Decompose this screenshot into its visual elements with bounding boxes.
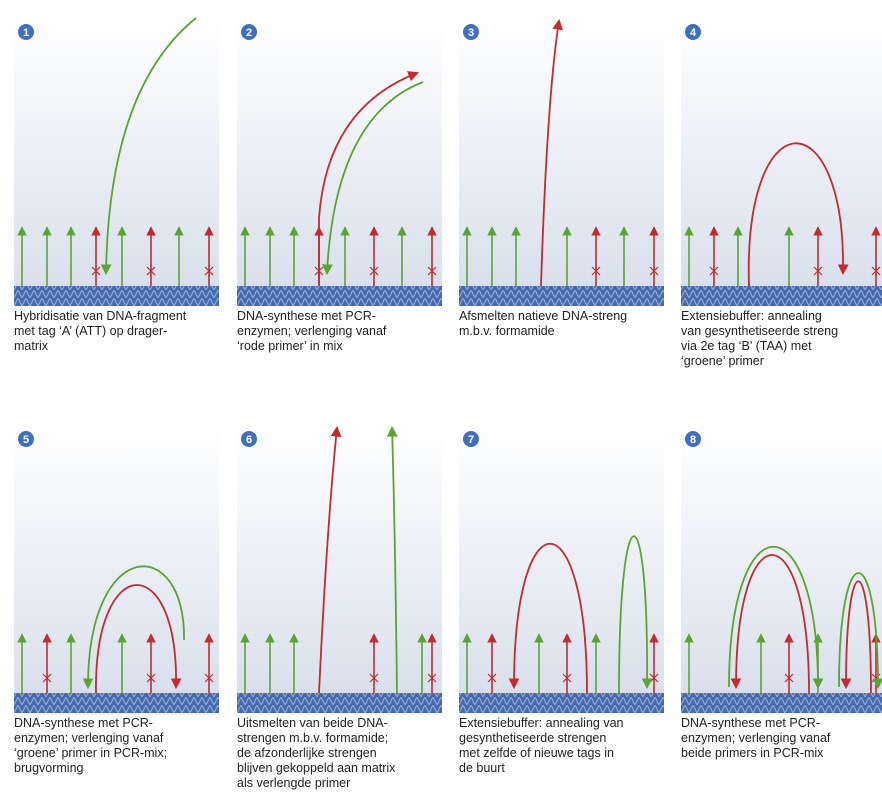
panel-background: [681, 18, 882, 286]
matrix: [681, 693, 882, 713]
panel: 5 DNA-synthese met PCR-enzymen; verlengin…: [14, 425, 219, 775]
step-number: 6: [246, 434, 252, 446]
matrix: [459, 693, 664, 713]
panel: 7 Extensiebuffer: annealing vangesyntheti…: [459, 425, 664, 775]
step-number: 7: [468, 434, 474, 446]
step-number: 2: [246, 27, 252, 39]
panel-background: [237, 425, 442, 693]
caption-line: met zelfde of nieuwe tags in: [459, 746, 614, 760]
caption-line: DNA-synthese met PCR-: [14, 716, 153, 730]
panel-background: [14, 18, 219, 286]
caption-line: DNA-synthese met PCR-: [237, 309, 376, 323]
matrix: [237, 286, 442, 306]
caption-line: beide primers in PCR-mix: [681, 746, 824, 760]
matrix: [459, 286, 664, 306]
panel-background: [459, 18, 664, 286]
matrix: [681, 286, 882, 306]
caption-line: m.b.v. formamide: [459, 324, 555, 338]
caption-line: ‘groene’ primer in PCR-mix;: [14, 746, 167, 760]
panel-background: [14, 425, 219, 693]
caption-line: Uitsmelten van beide DNA-: [237, 716, 388, 730]
caption-line: Afsmelten natieve DNA-streng: [459, 309, 627, 323]
caption-line: enzymen; verlenging vanaf: [14, 731, 164, 745]
caption-line: van gesynthetiseerde streng: [681, 324, 838, 338]
step-number: 3: [468, 27, 474, 39]
caption-line: ‘rode primer’ in mix: [237, 339, 343, 353]
panel: 8 DNA-synthese met PCR-enzymen; verlengin…: [681, 425, 882, 760]
caption-line: strengen m.b.v. formamide;: [237, 731, 388, 745]
diagram: 1 Hybridisatie van DNA-fragmentmet tag ‘A…: [0, 0, 882, 807]
caption-line: ‘groene’ primer: [681, 354, 764, 368]
caption-line: enzymen; verlenging vanaf: [681, 731, 831, 745]
caption-line: Extensiebuffer: annealing: [681, 309, 822, 323]
caption-line: via 2e tag ‘B’ (TAA) met: [681, 339, 812, 353]
caption-line: matrix: [14, 339, 49, 353]
caption-line: als verlengde primer: [237, 776, 350, 790]
caption-line: Hybridisatie van DNA-fragment: [14, 309, 187, 323]
matrix: [14, 286, 219, 306]
panel-background: [237, 18, 442, 286]
panel: 2 DNA-synthese met PCR-enzymen; verlengin…: [237, 18, 442, 353]
caption-line: brugvorming: [14, 761, 84, 775]
caption-line: Extensiebuffer: annealing van: [459, 716, 624, 730]
matrix: [14, 693, 219, 713]
caption-line: blijven gekoppeld aan matrix: [237, 761, 396, 775]
step-number: 5: [23, 434, 29, 446]
step-number: 8: [690, 434, 696, 446]
step-number: 4: [690, 27, 697, 39]
matrix: [237, 693, 442, 713]
step-number: 1: [23, 27, 29, 39]
caption-line: enzymen; verlenging vanaf: [237, 324, 387, 338]
caption-line: de buurt: [459, 761, 505, 775]
panel-background: [459, 425, 664, 693]
caption-line: gesynthetiseerde strengen: [459, 731, 606, 745]
caption-line: DNA-synthese met PCR-: [681, 716, 820, 730]
caption-line: met tag ‘A’ (ATT) op drager-: [14, 324, 167, 338]
panel: 6 Uitsmelten van beide DNA-strengen m.b.v…: [237, 425, 442, 790]
caption-line: de afzonderlijke strengen: [237, 746, 377, 760]
